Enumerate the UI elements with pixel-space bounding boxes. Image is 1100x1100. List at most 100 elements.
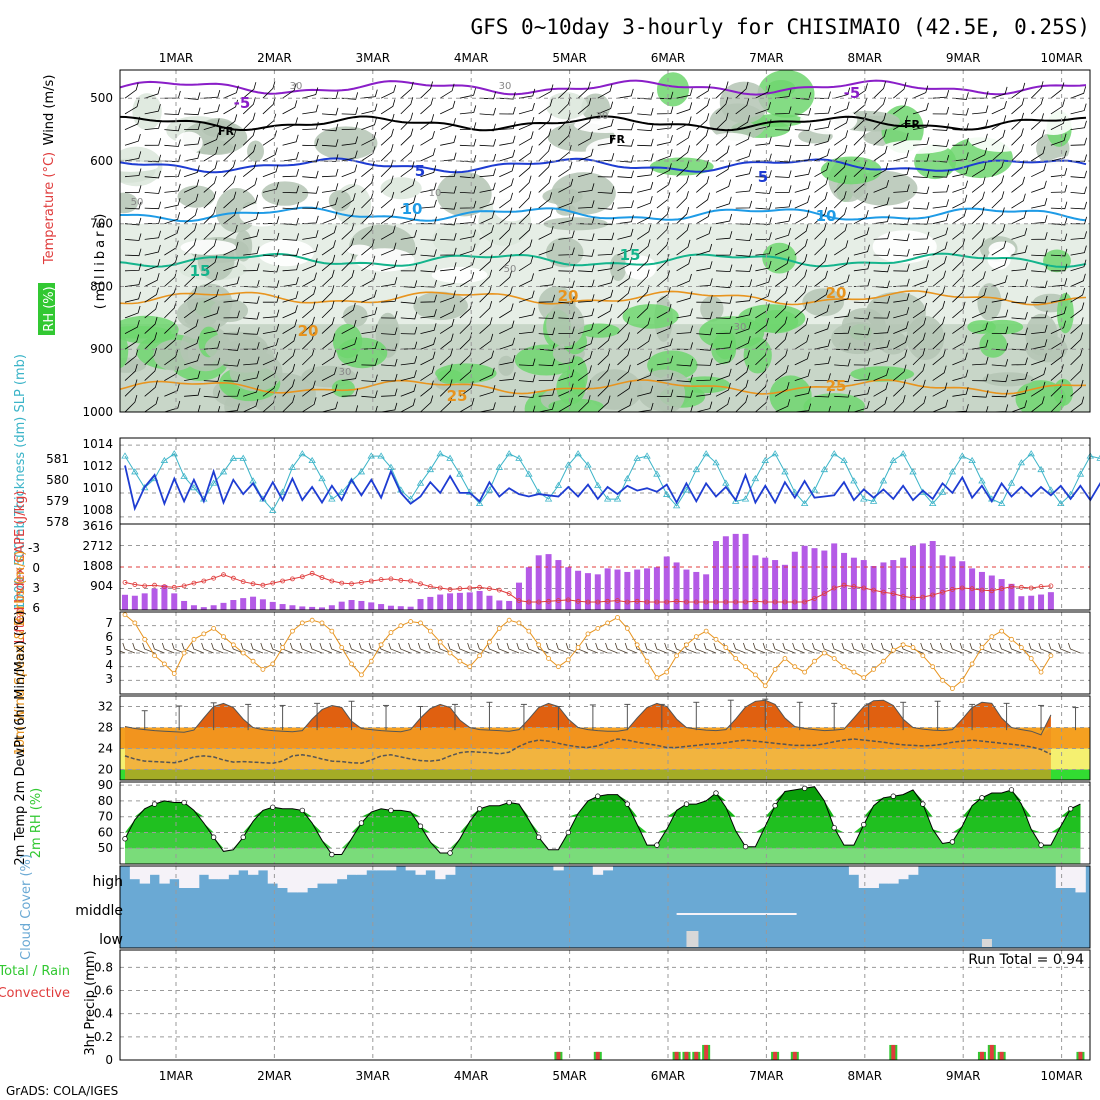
rh-blob [229, 351, 283, 392]
wind-barb [420, 165, 437, 178]
wind-barb [696, 209, 711, 225]
wind-barb [814, 389, 831, 398]
wind-barb [893, 364, 907, 381]
wind-barb [124, 349, 139, 366]
rh-blob [432, 223, 481, 255]
wind-barb [893, 307, 910, 319]
wind-barb [853, 400, 870, 412]
thickness-point [850, 477, 858, 484]
wind-barb [597, 261, 614, 272]
precip-convective-bar [979, 1051, 984, 1060]
wind-barb [656, 163, 672, 178]
wind-barb [262, 366, 278, 381]
thickness-point [663, 490, 671, 497]
surface-barb [841, 642, 855, 654]
wind-barb [873, 339, 890, 350]
wind-barb [755, 119, 772, 130]
thickness-point [899, 450, 907, 457]
rh-point [772, 803, 778, 809]
wind-barb [184, 122, 201, 130]
wind-barb [873, 129, 887, 146]
precip-bars [554, 1044, 1085, 1060]
wind-barb [893, 115, 908, 130]
thickness-point [840, 456, 848, 464]
wind-barb [853, 357, 871, 366]
wind-barb [518, 131, 534, 146]
wind-barb [637, 195, 653, 209]
li-point [546, 598, 551, 604]
wind-barb [794, 167, 811, 178]
bottom-date-label: 9MAR [946, 1069, 981, 1083]
cape-bar [161, 585, 168, 610]
wind-barb [932, 316, 945, 334]
wind-barb [814, 134, 831, 146]
wind-speed-point [871, 667, 876, 672]
surface-barb [664, 642, 677, 654]
wind-barb [203, 238, 217, 256]
wind-barb [735, 395, 749, 412]
cape-bar [634, 569, 641, 610]
chart-title: GFS 0~10day 3-hourly for CHISIMAIO (42.5… [470, 15, 1090, 39]
wind-barb [578, 264, 595, 273]
wind-barb [991, 374, 1009, 383]
wind-barb [538, 208, 553, 225]
wind-barb [1050, 320, 1066, 334]
thickness-point [613, 495, 622, 502]
wind-barb [1070, 231, 1087, 240]
slp-tick: 1008 [82, 503, 113, 517]
wind-barb [912, 231, 930, 240]
li-point [743, 599, 748, 605]
wind-tick: 5 [105, 644, 113, 658]
wind-speed-point [762, 683, 768, 689]
top-date-label: 3MAR [356, 51, 391, 65]
wind-barb [223, 276, 240, 287]
wind-barb [814, 177, 829, 193]
slp-tick: 1010 [82, 481, 113, 495]
wind-barb [873, 231, 890, 240]
wind-barb [479, 254, 493, 272]
wind-barb [400, 81, 414, 99]
wind-barb [341, 238, 354, 256]
wind-barb [814, 148, 830, 162]
rh-blob [342, 304, 368, 327]
high-cloud-cell [366, 866, 377, 871]
wind-barb [991, 342, 1009, 351]
cape-bar [821, 550, 828, 610]
surface-barb [871, 642, 884, 654]
wind-barb [538, 294, 556, 303]
top-date-label: 4MAR [454, 51, 489, 65]
wind-barb [715, 213, 733, 225]
thickness-point [574, 450, 582, 457]
wind-barb [479, 300, 493, 319]
high-cloud-cell [592, 866, 604, 875]
wind-barb [518, 175, 532, 193]
surface-barb [802, 642, 815, 654]
wind-barb [834, 87, 851, 99]
wind-barb [1030, 396, 1045, 412]
surface-barb [417, 642, 431, 654]
cape-bar [181, 600, 188, 610]
high-cloud-cell [129, 866, 141, 880]
wind-barb [223, 114, 238, 130]
cape-bar [250, 596, 257, 610]
wind-barb [440, 290, 456, 303]
li-point [753, 598, 758, 604]
rh-blob [754, 309, 799, 334]
li-point [920, 594, 926, 600]
wind-speed-point [831, 656, 837, 661]
wind-barb [440, 217, 457, 226]
wind-barb [282, 333, 297, 350]
cape-bar [319, 607, 325, 610]
wind-barb [676, 88, 693, 99]
rh-point [122, 836, 128, 842]
cape-bar [732, 533, 739, 610]
wind-barb [302, 347, 315, 366]
li-point [930, 592, 936, 598]
contour-label: 50 [131, 197, 144, 208]
wind-barb [893, 349, 908, 366]
wind-speed-point [477, 653, 483, 659]
wind-barb [1030, 146, 1046, 162]
wind-barb [696, 192, 710, 209]
wind-barb [400, 280, 418, 288]
wind-barb [341, 388, 359, 397]
